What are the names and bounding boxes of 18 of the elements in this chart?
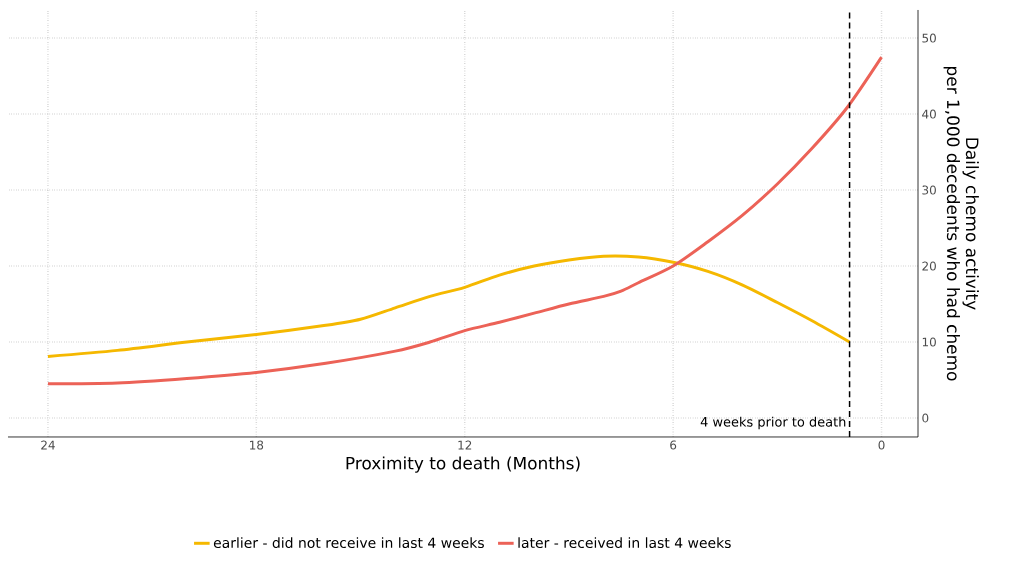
legend-label: later - received in last 4 weeks [518, 537, 731, 549]
y-tick-label: 0 [922, 413, 929, 423]
x-axis-title: Proximity to death (Months) [346, 456, 580, 473]
ref-line-label: 4 weeks prior to death [700, 416, 846, 430]
line-series [46, 254, 852, 358]
x-tick-label: 12 [458, 440, 472, 450]
y-tick-label: 10 [922, 337, 936, 347]
x-tick-label: 24 [41, 440, 55, 450]
y-tick-label: 40 [922, 109, 936, 119]
y-tick-label: 50 [922, 33, 936, 43]
x-tick-label: 6 [670, 440, 677, 450]
y-tick-label: 30 [922, 185, 936, 195]
y-axis-title: Daily chemo activity per 1,000 decedents who had chemo [943, 67, 979, 381]
x-tick-label: 0 [878, 440, 885, 450]
y-tick-label: 20 [922, 261, 936, 271]
line-series [46, 55, 884, 386]
x-tick-label: 18 [250, 440, 264, 450]
legend-label: earlier - did not receive in last 4 weeks [213, 537, 484, 549]
